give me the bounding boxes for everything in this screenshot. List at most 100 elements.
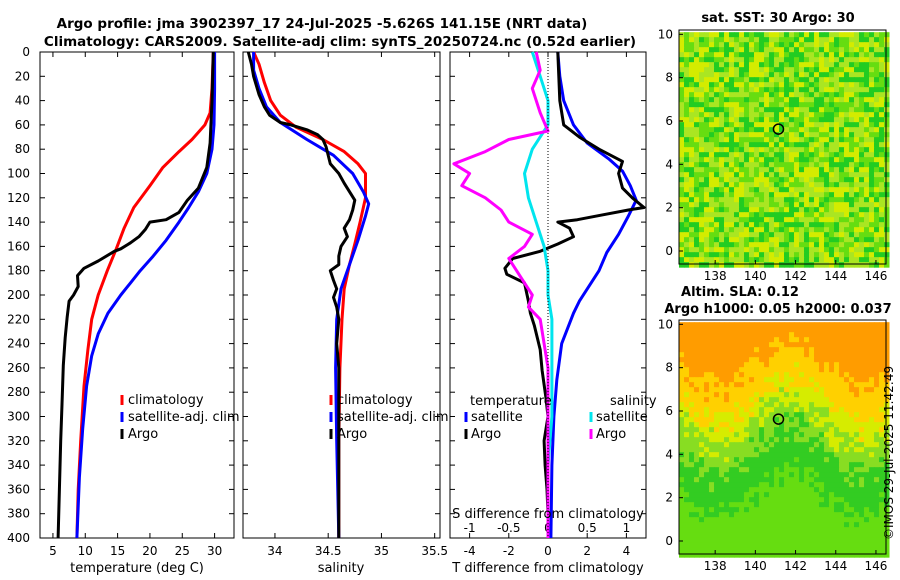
- map-cell: [819, 512, 825, 518]
- map-cell: [839, 62, 845, 68]
- map-cell: [709, 152, 715, 158]
- map-cell: [839, 457, 845, 463]
- map-cell: [794, 227, 800, 233]
- map-cell: [884, 487, 890, 493]
- map-cell: [884, 62, 890, 68]
- map-cell: [799, 177, 805, 183]
- map-cell: [794, 122, 800, 128]
- map-cell: [764, 342, 770, 348]
- map-cell: [794, 552, 800, 558]
- map-cell: [749, 82, 755, 88]
- map-cell: [739, 482, 745, 488]
- map-cell: [839, 192, 845, 198]
- map-cell: [799, 472, 805, 478]
- map-cell: [749, 112, 755, 118]
- map-cell: [679, 147, 685, 153]
- map-cell: [869, 212, 875, 218]
- map-cell: [859, 382, 865, 388]
- map-cell: [719, 142, 725, 148]
- map-cell: [859, 507, 865, 513]
- map-cell: [689, 327, 695, 333]
- map-cell: [854, 82, 860, 88]
- map-cell: [704, 432, 710, 438]
- map-cell: [859, 457, 865, 463]
- map-cell: [699, 377, 705, 383]
- map-cell: [759, 362, 765, 368]
- map-cell: [839, 182, 845, 188]
- map-cell: [729, 402, 735, 408]
- map-cell: [859, 492, 865, 498]
- map-cell: [744, 102, 750, 108]
- map-cell: [759, 502, 765, 508]
- map-cell: [779, 87, 785, 93]
- map-cell: [704, 202, 710, 208]
- map-cell: [884, 32, 890, 38]
- map-cell: [699, 127, 705, 133]
- map-cell: [699, 542, 705, 548]
- map-cell: [829, 202, 835, 208]
- map-cell: [859, 402, 865, 408]
- map-cell: [844, 37, 850, 43]
- map-cell: [819, 152, 825, 158]
- map-cell: [719, 407, 725, 413]
- map-cell: [769, 162, 775, 168]
- map-cell: [824, 537, 830, 543]
- map-cell: [869, 367, 875, 373]
- map-cell: [774, 57, 780, 63]
- map-cell: [754, 367, 760, 373]
- map-cell: [714, 417, 720, 423]
- map-cell: [864, 147, 870, 153]
- map-cell: [884, 42, 890, 48]
- map-cell: [749, 72, 755, 78]
- map-cell: [849, 107, 855, 113]
- map-cell: [704, 242, 710, 248]
- map-cell: [814, 527, 820, 533]
- map-cell: [784, 187, 790, 193]
- map-cell: [769, 342, 775, 348]
- map-cell: [864, 502, 870, 508]
- map-cell: [734, 357, 740, 363]
- sst-map-frame: [678, 29, 887, 265]
- map-cell: [869, 122, 875, 128]
- map-cell: [764, 237, 770, 243]
- map-cell: [759, 532, 765, 538]
- map-cell: [799, 362, 805, 368]
- map-cell: [789, 162, 795, 168]
- map-cell: [789, 522, 795, 528]
- map-cell: [809, 82, 815, 88]
- map-cell: [764, 447, 770, 453]
- map-cell: [694, 72, 700, 78]
- map-cell: [869, 372, 875, 378]
- map-cell: [689, 472, 695, 478]
- map-cell: [864, 117, 870, 123]
- map-cell: [774, 382, 780, 388]
- map-cell: [849, 357, 855, 363]
- map-cell: [719, 162, 725, 168]
- map-cell: [879, 502, 885, 508]
- map-cell: [714, 342, 720, 348]
- map-cell: [714, 362, 720, 368]
- map-cell: [774, 137, 780, 143]
- map-cell: [689, 462, 695, 468]
- map-cell: [824, 192, 830, 198]
- map-cell: [709, 487, 715, 493]
- map-cell: [754, 322, 760, 328]
- map-cell: [794, 162, 800, 168]
- map-cell: [804, 242, 810, 248]
- map-cell: [694, 407, 700, 413]
- map-cell: [864, 247, 870, 253]
- map-cell: [864, 82, 870, 88]
- map-cell: [754, 497, 760, 503]
- map-cell: [884, 452, 890, 458]
- map-cell: [719, 137, 725, 143]
- map-cell: [739, 202, 745, 208]
- map-cell: [699, 32, 705, 38]
- map-cell: [844, 437, 850, 443]
- map-cell: [844, 392, 850, 398]
- map-cell: [734, 192, 740, 198]
- map-cell: [749, 142, 755, 148]
- map-cell: [699, 502, 705, 508]
- map-cell: [824, 212, 830, 218]
- map-cell: [754, 237, 760, 243]
- map-cell: [774, 387, 780, 393]
